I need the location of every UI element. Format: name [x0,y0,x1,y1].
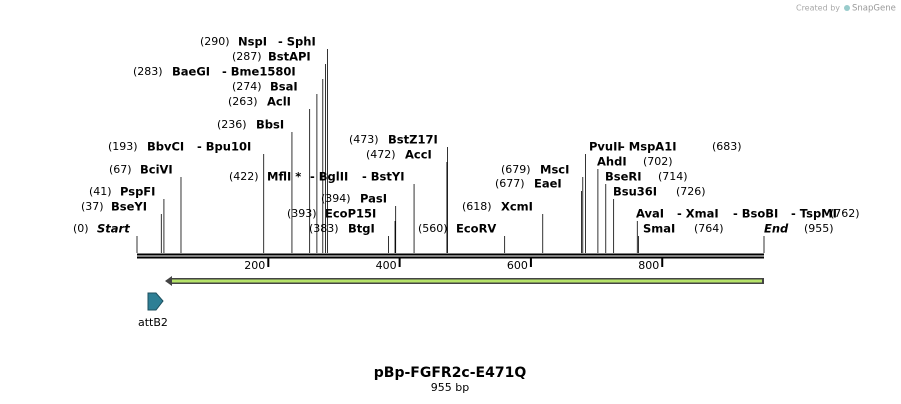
enzyme-name: PvuII [589,140,622,154]
enzyme-name: AccI [405,148,432,162]
enzyme-name: AhdI [597,155,627,169]
enzyme-name: - SphI [278,35,316,49]
site-position: (726) [676,185,706,198]
ruler-label: 400 [376,259,397,272]
site-position: (683) [712,140,742,153]
enzyme-name: - Bpu10I [197,140,251,154]
enzyme-name: BbsI [256,118,284,132]
site-position: (618) [462,200,492,213]
site-position: (274) [232,80,262,93]
enzyme-name: EaeI [534,177,562,191]
watermark-icon [844,5,850,11]
end-label: End [764,222,789,236]
site-position: (41) [89,185,112,198]
enzyme-name: Bsu36I [613,185,657,199]
site-position: (283) [133,65,163,78]
site-position: (67) [109,163,132,176]
ruler-label: 200 [244,259,265,272]
enzyme-name: - MspA1I [620,140,676,154]
enzyme-name: EcoP15I [325,207,376,221]
start-position: (0) [73,222,89,235]
enzyme-name: XcmI [501,200,533,214]
enzyme-name: - XmaI [677,207,719,221]
enzyme-name: BstZ17I [388,133,438,147]
watermark-brand: SnapGene [852,4,896,14]
enzyme-name: - BsoBI [733,207,778,221]
enzyme-name: - BstYI [362,170,405,184]
enzyme-name: MscI [540,163,569,177]
title: pBp-FGFR2c-E471Q [374,365,527,381]
site-position: (560) [418,222,448,235]
feature-attb2 [147,292,164,311]
site-position: (393) [287,207,317,220]
site-position: (287) [232,50,262,63]
site-position: (383) [309,222,339,235]
feature-arrow [172,279,762,283]
enzyme-name: BseRI [605,170,642,184]
enzyme-name: EcoRV [456,222,496,236]
ruler-label: 800 [638,259,659,272]
enzyme-name: BtgI [348,222,375,236]
end-position: (955) [804,222,834,235]
ruler-label: 600 [507,259,528,272]
enzyme-name: PasI [360,192,387,206]
site-position: (394) [321,192,351,205]
site-position: (290) [200,35,230,48]
site-position: (764) [694,222,724,235]
enzyme-name: AvaI [636,207,664,221]
subtitle: 955 bp [431,381,469,394]
enzyme-name: - TspMI [791,207,837,221]
enzyme-name: BsaI [270,80,298,94]
site-position: (422) [229,170,259,183]
start-label: Start [97,222,130,236]
enzyme-name: PspFI [120,185,155,199]
site-position: (702) [643,155,673,168]
site-position: (714) [658,170,688,183]
enzyme-name: AclI [267,95,291,109]
site-position: (236) [217,118,247,131]
site-position: (193) [108,140,138,153]
site-position: (762) [830,207,860,220]
enzyme-name: BstAPI [268,50,311,64]
site-position: (677) [495,177,525,190]
enzyme-name: BaeGI [172,65,210,79]
site-position: (472) [366,148,396,161]
site-position: (37) [81,200,104,213]
watermark-prefix: Created by [796,4,840,13]
enzyme-name: MflI * [267,170,301,184]
enzyme-name: BbvCI [147,140,184,154]
site-position: (473) [349,133,379,146]
site-position: (263) [228,95,258,108]
enzyme-name: - Bme1580I [222,65,296,79]
enzyme-name: BseYI [111,200,147,214]
enzyme-name: BciVI [140,163,173,177]
site-position: (679) [501,163,531,176]
enzyme-name: - BglII [310,170,348,184]
enzyme-name: SmaI [643,222,675,236]
feature-label: attB2 [138,316,168,329]
enzyme-name: NspI [238,35,267,49]
